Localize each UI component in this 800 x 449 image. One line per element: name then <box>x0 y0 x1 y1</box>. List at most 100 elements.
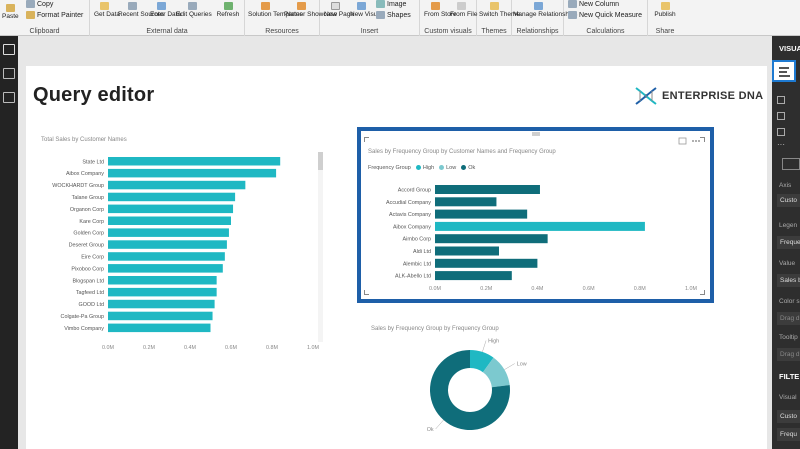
copy-icon <box>26 0 35 8</box>
category-label: Alembic Ltd <box>403 261 431 267</box>
bar[interactable] <box>108 323 211 333</box>
bar[interactable] <box>435 234 548 244</box>
switch-theme-button[interactable]: Switch Theme <box>479 2 520 19</box>
edit-queries-button[interactable]: Edit Queries <box>176 2 212 19</box>
category-label: Aldi Ltd <box>413 249 431 255</box>
publish-icon <box>660 2 670 10</box>
category-label: Deseret Group <box>69 243 104 249</box>
shapes-button[interactable]: Shapes <box>376 11 411 19</box>
focus-mode-icon[interactable] <box>678 137 687 145</box>
total-sales-bar-chart[interactable]: State Ltd Aibox Company WOCKHARDT Group Tal… <box>26 150 326 360</box>
bar[interactable] <box>108 228 229 237</box>
bar[interactable] <box>435 246 499 256</box>
bar[interactable] <box>108 264 223 273</box>
chart3-title: Sales by Frequency Group by Frequency Gr… <box>371 326 499 332</box>
legend-field-well[interactable]: Freque <box>777 236 800 249</box>
filter-customer[interactable]: Custo <box>777 410 800 423</box>
resize-handle-tl[interactable] <box>364 137 369 142</box>
chart2-title: Sales by Frequency Group by Customer Nam… <box>368 149 556 155</box>
filter-frequency[interactable]: Frequ <box>777 428 800 441</box>
refresh-button[interactable]: Refresh <box>214 2 242 19</box>
category-label: Aibox Company <box>66 171 104 177</box>
category-label: Aimbo Corp <box>403 237 431 243</box>
brush-icon <box>26 11 35 19</box>
more-visuals-icon[interactable]: ··· <box>777 140 785 149</box>
bar[interactable] <box>108 192 236 202</box>
bar[interactable] <box>108 168 277 178</box>
drag-handle-icon[interactable] <box>531 131 541 137</box>
x-tick-label: 0.2M <box>480 286 492 292</box>
chart1-scrollbar-thumb[interactable] <box>318 152 323 170</box>
bar[interactable] <box>108 204 234 214</box>
bar[interactable] <box>435 209 528 219</box>
map-visual-icon[interactable] <box>777 112 785 120</box>
donut-slice[interactable] <box>470 350 494 373</box>
new-page-button[interactable]: New Page <box>324 2 354 19</box>
bar[interactable] <box>435 271 512 281</box>
bar[interactable] <box>435 221 645 231</box>
donut-slice[interactable] <box>430 350 510 430</box>
legend-item-low[interactable]: Low <box>439 165 456 171</box>
x-tick-label: 0.6M <box>225 345 237 351</box>
bar[interactable] <box>435 258 538 268</box>
bar[interactable] <box>108 252 225 261</box>
enter-data-button[interactable]: Enter Data <box>150 2 181 19</box>
fields-tab-icon[interactable] <box>782 158 800 170</box>
x-tick-label: 1.0M <box>307 345 319 351</box>
format-painter-button[interactable]: Format Painter <box>26 11 83 19</box>
table-visual-icon[interactable] <box>777 128 785 136</box>
bar[interactable] <box>108 180 246 190</box>
axis-field-well[interactable]: Custo <box>777 194 800 207</box>
category-label: State Ltd <box>82 159 104 165</box>
resize-handle-tr[interactable] <box>700 137 705 142</box>
get-data-button[interactable]: Get Data <box>94 2 120 19</box>
frequency-group-bar-chart[interactable]: Accord Group Accudial Company Actavis Comp… <box>364 178 708 298</box>
donut-slice[interactable] <box>482 357 510 388</box>
category-label: Vimbo Company <box>64 326 104 332</box>
bar[interactable] <box>108 287 217 297</box>
bar[interactable] <box>108 216 231 226</box>
from-store-button[interactable]: From Store <box>424 2 457 19</box>
legend-item-ok[interactable]: Ok <box>461 165 475 171</box>
bar[interactable] <box>108 311 213 321</box>
image-button[interactable]: Image <box>376 0 406 8</box>
model-view-icon[interactable] <box>3 92 15 103</box>
bar[interactable] <box>108 240 227 249</box>
color-saturation-well[interactable]: Drag d <box>777 312 800 325</box>
showcase-icon <box>296 2 306 10</box>
chart1-scrollbar[interactable] <box>318 152 323 342</box>
new-visual-button[interactable]: New Visual <box>350 2 382 19</box>
bar[interactable] <box>435 185 540 194</box>
category-label: GOOD Ltd <box>79 302 104 308</box>
solution-templates-button[interactable]: Solution Templates <box>248 2 303 19</box>
frequency-donut-chart[interactable]: High Low Ok <box>395 338 545 449</box>
partner-showcase-button[interactable]: Partner Showcase <box>284 2 337 19</box>
new-quick-measure-button[interactable]: New Quick Measure <box>568 11 642 19</box>
copy-button[interactable]: Copy <box>26 0 53 8</box>
manage-relationships-button[interactable]: Manage Relationships <box>513 2 577 19</box>
report-view-icon[interactable] <box>3 44 15 55</box>
bar[interactable] <box>435 197 497 207</box>
value-field-well[interactable]: Sales b <box>777 274 800 287</box>
from-file-button[interactable]: From File <box>450 2 477 19</box>
bar[interactable] <box>108 276 217 285</box>
paste-button[interactable]: Paste <box>2 4 19 21</box>
bar[interactable] <box>108 299 215 309</box>
recent-sources-button[interactable]: Recent Sources <box>118 2 164 19</box>
x-tick-label: 0.0M <box>102 345 114 351</box>
selected-visual-frame[interactable] <box>357 127 714 303</box>
clustered-bar-visual-icon[interactable] <box>772 60 796 82</box>
new-column-button[interactable]: New Column <box>568 0 619 8</box>
pencil-icon <box>187 2 197 10</box>
category-label: Tagfeed Ltd <box>76 290 104 296</box>
publish-button[interactable]: Publish <box>650 2 680 19</box>
bar[interactable] <box>108 157 281 166</box>
data-view-icon[interactable] <box>3 68 15 79</box>
share-group-label: Share <box>655 28 675 35</box>
more-options-icon[interactable] <box>692 140 694 142</box>
tooltips-well[interactable]: Drag d <box>777 348 800 361</box>
legend-item-high[interactable]: High <box>415 165 434 171</box>
calculations-group-label: Calculations <box>586 28 625 35</box>
line-chart-visual-icon[interactable] <box>777 96 785 104</box>
ribbon: Paste Copy Format Painter Clipboard Get … <box>0 0 800 36</box>
